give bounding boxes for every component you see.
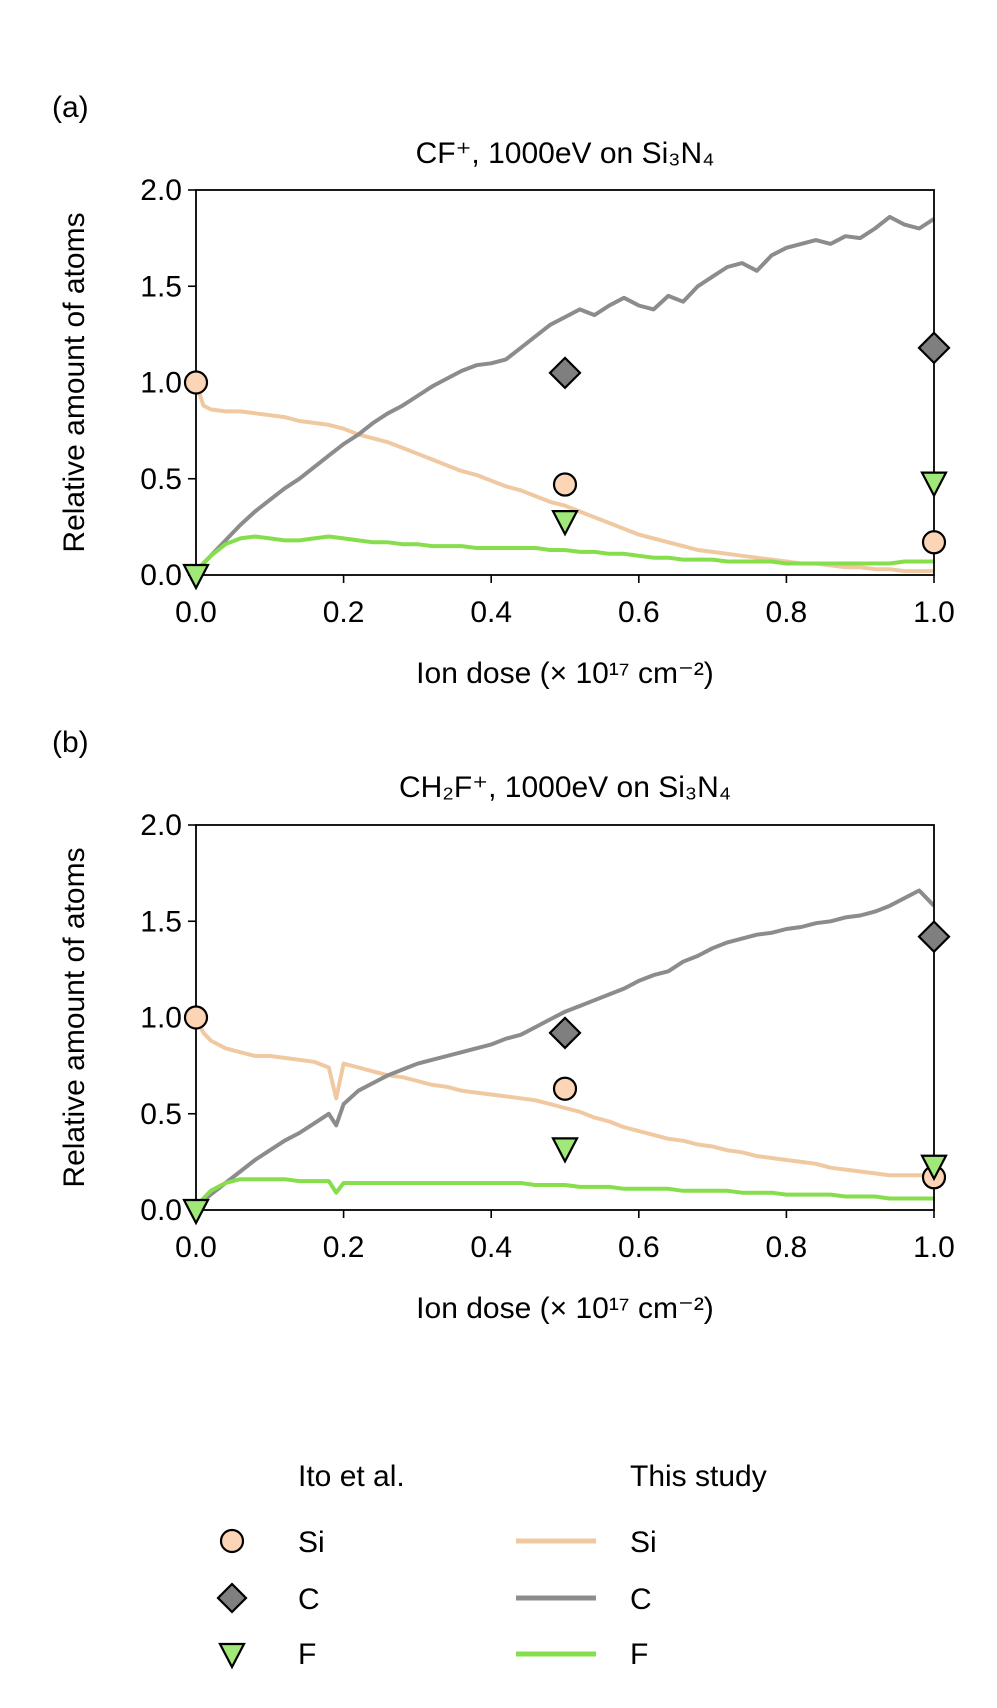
panel-b-ytick-label: 0.5 xyxy=(140,1098,182,1131)
panel-a-marker-si xyxy=(183,370,209,395)
panel-a-title: CF⁺, 1000eV on Si₃N₄ xyxy=(416,137,715,170)
panel-b-xtick-label: 0.8 xyxy=(766,1231,808,1264)
panel-a-marker-c xyxy=(548,356,582,390)
panel-b-xtick-label: 0.6 xyxy=(618,1231,660,1264)
panel-b-marker-si xyxy=(183,1005,209,1030)
panel-a-ytick-label: 0.0 xyxy=(140,559,182,592)
legend: Ito et al. This study Si C F Si C F xyxy=(216,1460,767,1671)
panel-a-marker-f xyxy=(182,563,210,591)
legend-ito-c-label: C xyxy=(298,1583,320,1616)
panel-a-ytick-label: 1.5 xyxy=(140,270,182,303)
panel-b-xtick-label: 0.2 xyxy=(323,1231,365,1264)
legend-ito-c-marker xyxy=(216,1582,248,1614)
panel-b-xtick-label: 1.0 xyxy=(913,1231,955,1264)
panel-a-xtick-label: 0.4 xyxy=(470,596,512,629)
panel-a-ytick-label: 2.0 xyxy=(140,174,182,207)
panel-a-label: (a) xyxy=(52,91,89,124)
panel-a-xtick-label: 0.6 xyxy=(618,596,660,629)
legend-study-si-label: Si xyxy=(630,1526,657,1559)
panel-b-xtick-label: 0.4 xyxy=(470,1231,512,1264)
panel-a-xlabel: Ion dose (× 10¹⁷ cm⁻²) xyxy=(416,657,714,690)
panel-b-xtick-label: 0.0 xyxy=(175,1231,217,1264)
panel-b-marker-si xyxy=(552,1076,578,1101)
panel-b-label: (b) xyxy=(52,726,89,759)
legend-ito-si-marker xyxy=(219,1528,245,1554)
panel-a-xtick-label: 0.8 xyxy=(766,596,808,629)
panel-b-marker-c xyxy=(548,1016,582,1050)
legend-ito-heading: Ito et al. xyxy=(298,1460,405,1493)
panel-a-xtick-label: 0.0 xyxy=(175,596,217,629)
panel-a-ytick-label: 0.5 xyxy=(140,463,182,496)
legend-study-heading: This study xyxy=(630,1460,767,1493)
panel-a-xtick-label: 0.2 xyxy=(323,596,365,629)
panel-b-ytick-label: 1.0 xyxy=(140,1002,182,1035)
panel-b-marker-c xyxy=(917,920,951,954)
panel-a-marker-f xyxy=(920,471,948,498)
panel-b-marker-f xyxy=(920,1154,948,1182)
panel-b-xlabel: Ion dose (× 10¹⁷ cm⁻²) xyxy=(416,1292,714,1325)
legend-ito-si-label: Si xyxy=(298,1526,325,1559)
panel-a-marker-c xyxy=(917,331,951,365)
panel-b-ytick-label: 0.0 xyxy=(140,1194,182,1227)
legend-ito-f-label: F xyxy=(298,1638,316,1671)
legend-study-f-label: F xyxy=(630,1638,648,1671)
panel-a-xtick-label: 1.0 xyxy=(913,596,955,629)
legend-ito-f-marker xyxy=(218,1642,246,1670)
panel-b-ytick-label: 2.0 xyxy=(140,809,182,842)
panel-b-line-f xyxy=(196,1177,934,1208)
panel-a-marker-f xyxy=(551,510,579,537)
panel-b-title: CH₂F⁺, 1000eV on Si₃N₄ xyxy=(399,771,731,804)
panel-a-marker-si xyxy=(921,530,947,555)
panel-b-ylabel: Relative amount of atoms xyxy=(58,847,91,1187)
panel-a-ylabel: Relative amount of atoms xyxy=(58,212,91,552)
panel-b-line-si xyxy=(196,1016,934,1178)
panel-a-line-f xyxy=(196,534,934,573)
panel-a-marker-si xyxy=(552,472,578,497)
panel-a: (a) CF⁺, 1000eV on Si₃N₄ 0.0 0.2 0.4 0.6 0.8 1.… xyxy=(52,91,955,690)
panel-b-marker-f xyxy=(182,1198,210,1226)
panel-b-line-c xyxy=(196,888,934,1208)
panel-a-ytick-label: 1.0 xyxy=(140,367,182,400)
legend-study-c-label: C xyxy=(630,1583,652,1616)
panel-b-marker-f xyxy=(551,1137,579,1164)
panel-a-line-c xyxy=(196,214,934,573)
panel-b-ytick-label: 1.5 xyxy=(140,905,182,938)
panel-b: (b) CH₂F⁺, 1000eV on Si₃N₄ 0.0 0.2 0.4 0.6 0.8… xyxy=(52,726,955,1325)
